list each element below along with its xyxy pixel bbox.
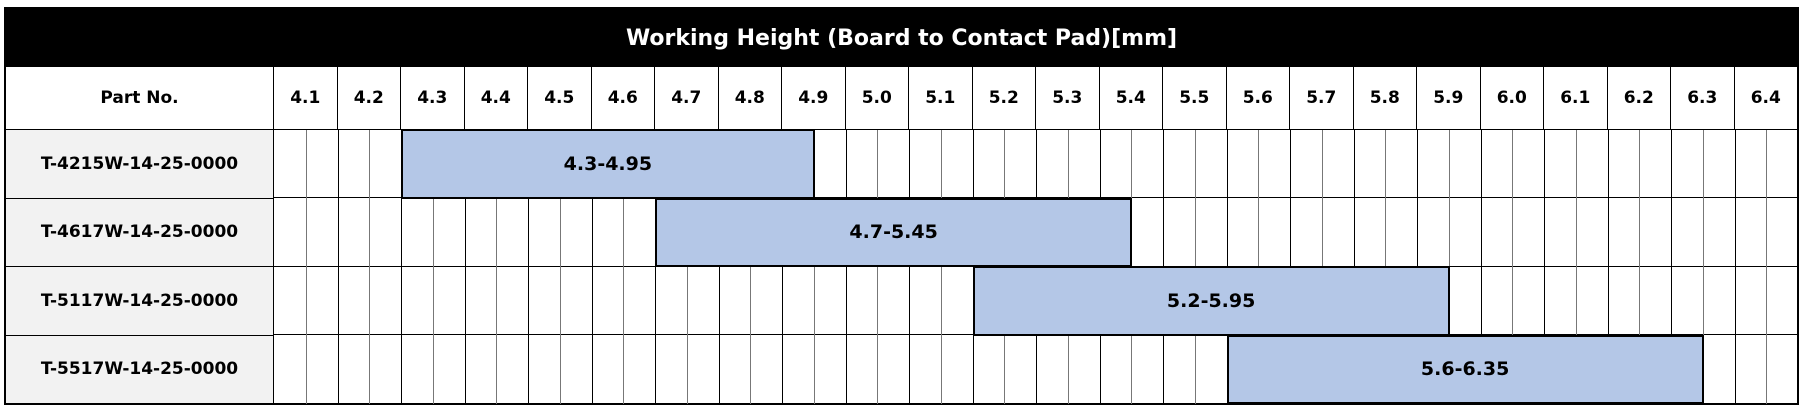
grid-line — [1639, 130, 1641, 404]
grid-line — [464, 130, 466, 404]
range-bar-label: 4.3-4.95 — [401, 129, 815, 199]
grid-line — [337, 130, 339, 404]
grid-line — [1480, 130, 1482, 404]
column-header: 5.0 — [845, 67, 909, 130]
column-header: 4.5 — [528, 67, 592, 130]
part-number-cell: T-4215W-14-25-0000 — [6, 130, 274, 199]
grid-line — [845, 130, 847, 404]
column-header: 6.1 — [1544, 67, 1608, 130]
column-header: 5.3 — [1036, 67, 1100, 130]
range-bar-label: 5.2-5.95 — [972, 266, 1450, 336]
column-header: 6.0 — [1480, 67, 1544, 130]
column-header: 4.1 — [274, 67, 338, 130]
grid-line — [1734, 130, 1736, 404]
column-header: 4.3 — [401, 67, 465, 130]
grid-line — [877, 130, 879, 404]
grid-line — [1766, 130, 1768, 404]
column-header: 6.4 — [1734, 67, 1798, 130]
range-bar-label: 4.7-5.45 — [655, 197, 1133, 267]
part-no-header: Part No. — [6, 67, 274, 130]
column-header: 5.9 — [1417, 67, 1481, 130]
column-header: 5.7 — [1290, 67, 1354, 130]
column-header: 6.3 — [1671, 67, 1735, 130]
grid-line — [909, 130, 910, 404]
grid-line — [1671, 130, 1672, 404]
column-header: 5.2 — [972, 67, 1036, 130]
grid-line — [686, 130, 688, 404]
grid-line — [718, 130, 720, 404]
column-header: 4.2 — [337, 67, 401, 130]
part-number-cell: T-5117W-14-25-0000 — [6, 267, 274, 336]
column-header: 5.1 — [909, 67, 973, 130]
grid-line — [1544, 130, 1545, 404]
column-header: 4.8 — [718, 67, 782, 130]
grid-line — [591, 130, 593, 404]
grid-line — [813, 130, 815, 404]
grid-line — [401, 130, 402, 404]
grid-line — [655, 130, 656, 404]
grid-line — [559, 130, 561, 404]
part-number-cell: T-5517W-14-25-0000 — [6, 335, 274, 404]
grid-line — [1575, 130, 1577, 404]
grid-line — [496, 130, 498, 404]
table-title: Working Height (Board to Contact Pad)[mm… — [6, 9, 1797, 67]
column-header: 4.4 — [464, 67, 528, 130]
column-header: 4.6 — [591, 67, 655, 130]
grid-line — [750, 130, 752, 404]
grid-line — [1702, 130, 1704, 404]
column-header: 5.8 — [1353, 67, 1417, 130]
column-header: 5.6 — [1226, 67, 1290, 130]
grid-line — [940, 130, 942, 404]
column-header: 4.9 — [782, 67, 846, 130]
column-header: 5.5 — [1163, 67, 1227, 130]
grid-line — [623, 130, 625, 404]
part-number-cell: T-4617W-14-25-0000 — [6, 198, 274, 267]
column-header: 5.4 — [1099, 67, 1163, 130]
grid-line — [305, 130, 307, 404]
range-bar-label: 5.6-6.35 — [1226, 334, 1704, 404]
grid-line — [1607, 130, 1609, 404]
grid-line — [528, 130, 529, 404]
column-header: 4.7 — [655, 67, 719, 130]
grid-line — [1512, 130, 1514, 404]
column-header: 6.2 — [1607, 67, 1671, 130]
grid-line — [432, 130, 434, 404]
grid-line — [782, 130, 783, 404]
grid-line — [369, 130, 371, 404]
working-height-table: Working Height (Board to Contact Pad)[mm… — [4, 7, 1799, 405]
